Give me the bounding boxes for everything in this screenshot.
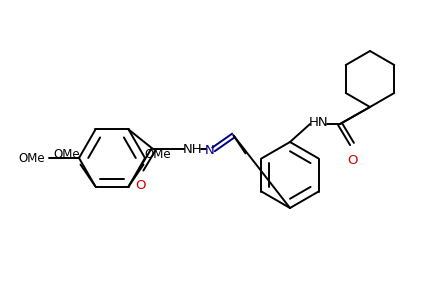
Text: OMe: OMe xyxy=(18,151,45,164)
Text: OMe: OMe xyxy=(145,148,171,161)
Text: O: O xyxy=(348,154,358,167)
Text: N: N xyxy=(205,144,215,157)
Text: O: O xyxy=(135,179,146,193)
Text: OMe: OMe xyxy=(53,148,79,161)
Text: HN: HN xyxy=(309,116,329,130)
Text: NH: NH xyxy=(183,143,202,156)
